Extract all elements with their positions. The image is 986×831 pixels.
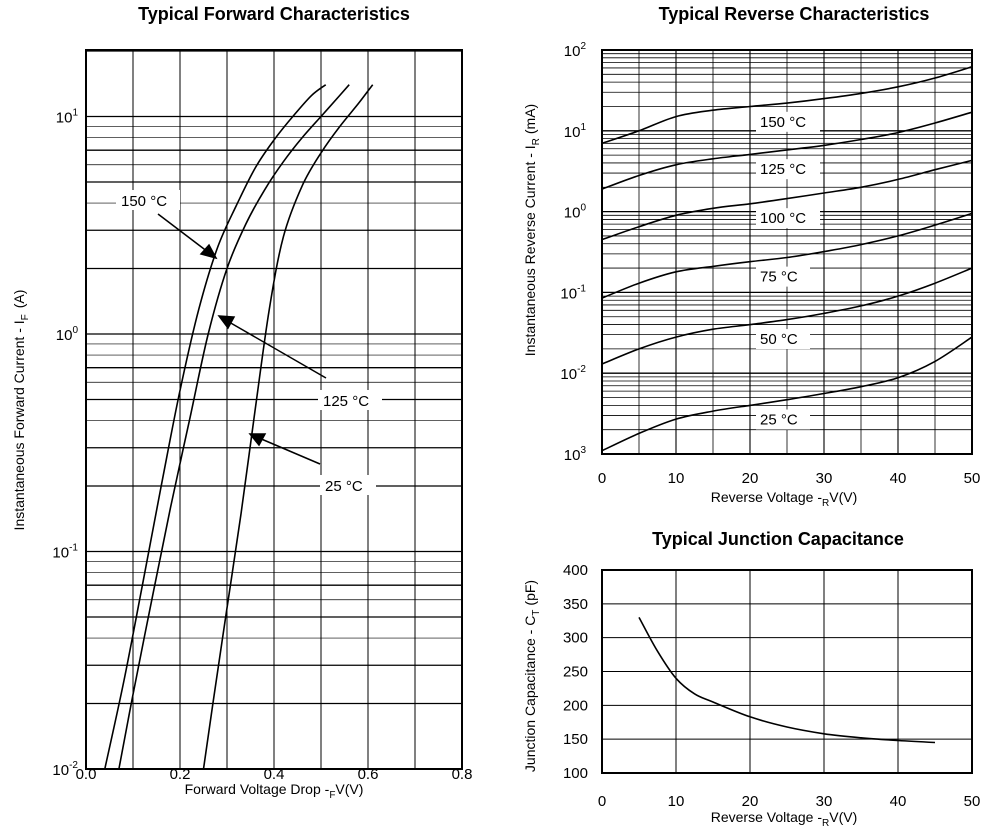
y-tick-label: 10-1 [52,543,78,562]
plot-frame [601,569,973,774]
y-tick-label: 10-1 [560,283,586,302]
y-tick-label: 102 [564,41,587,60]
x-tick-label: 0.8 [452,766,473,783]
y-tick-labels: 103 10-2 10-1 100 101 102 [560,41,586,464]
x-tick-label: 40 [890,470,907,487]
x-tick-label: 20 [742,793,759,810]
x-axis-label: Reverse Voltage -RV(V) [711,809,858,829]
series-lines [601,66,973,452]
annotation-bg [756,111,820,132]
annotations: 150 °C 125 °C 100 °C 75 °C 50 °C 25 °C [756,111,820,430]
annotation-25c: 25 °C [325,478,363,495]
chart-title: Typical Junction Capacitance [652,529,904,549]
series-lines [638,617,936,744]
junction-capacitance-chart: Typical Junction Capacitance 0 10 20 30 40 50… [522,529,980,829]
annotation-label: 125 °C [760,161,806,178]
x-tick-labels: 0 10 20 30 40 50 [598,793,981,810]
annotation-125c: 125 °C [323,393,369,410]
y-tick-label: 300 [563,630,588,647]
annotation-bg [320,475,376,495]
arrow-25c [258,437,321,465]
series-line [118,84,350,770]
annotation-label: 150 °C [760,114,806,131]
y-tick-label: 10-2 [52,760,78,779]
y-tick-label: 10-2 [560,364,586,383]
x-tick-label: 0.2 [170,766,191,783]
annotation-bg [756,329,810,350]
x-tick-labels: 0.0 0.2 0.4 0.6 0.8 [76,766,473,783]
y-tick-label: 100 [564,203,587,222]
x-tick-label: 10 [668,470,685,487]
series-line [601,159,973,241]
series-line [601,111,973,190]
annotation-bg [756,266,810,287]
y-axis-label: Junction Capacitance - CT(pF) [522,580,542,772]
series-line [601,66,973,145]
x-tick-label: 50 [964,793,981,810]
series-line [601,267,973,365]
y-tick-label: 101 [56,108,79,127]
arrow-head [199,243,218,260]
x-tick-label: 30 [816,470,833,487]
x-tick-label: 10 [668,793,685,810]
plot-frame [85,49,463,770]
y-tick-label: 100 [56,325,79,344]
x-tick-label: 0.0 [76,766,97,783]
x-tick-label: 40 [890,793,907,810]
annotation-bg [756,208,820,229]
plot-frame [601,49,973,455]
arrow-125c [228,321,327,379]
x-axis-label: Forward Voltage Drop -FV(V) [185,781,364,801]
annotation-arrows [157,213,327,465]
x-tick-label: 0 [598,470,606,487]
x-tick-label: 30 [816,793,833,810]
annotation-bg [756,409,810,430]
annotation-150c: 150 °C [121,193,167,210]
y-axis-label: Instantaneous Reverse Current - IR(mA) [522,104,542,356]
x-tick-label: 0.4 [264,766,285,783]
grid [602,50,972,455]
annotation-label: 100 °C [760,210,806,227]
x-tick-labels: 0 10 20 30 40 50 [598,470,981,487]
annotation-label: 75 °C [760,269,798,286]
y-tick-label: 400 [563,562,588,579]
series-line [638,617,936,744]
y-tick-label: 103 [564,445,587,464]
x-tick-label: 0 [598,793,606,810]
chart-title: Typical Reverse Characteristics [659,4,930,24]
series-line [601,336,973,452]
series-line [601,212,973,299]
grid [602,570,972,773]
series-lines [104,84,374,770]
forward-characteristics-chart: Typical Forward Characteristics 0.0 0.2 0.… [11,4,472,801]
series-line [202,84,374,770]
annotation-bg [318,390,382,410]
y-tick-label: 350 [563,596,588,613]
series-line [104,84,327,770]
y-tick-label: 150 [563,731,588,748]
y-tick-labels: 10-2 10-1 100 101 [52,108,78,780]
x-axis-label: Reverse Voltage -RV(V) [711,489,858,509]
x-tick-label: 50 [964,470,981,487]
y-tick-label: 101 [564,122,587,141]
y-tick-labels: 100 150 200 250 300 350 400 [563,562,588,782]
reverse-characteristics-chart: Typical Reverse Characteristics 0 10 20 30 4… [522,4,980,509]
y-tick-label: 200 [563,697,588,714]
y-axis-label: Instantaneous Forward Current - IF(A) [11,290,31,531]
annotation-label: 25 °C [760,412,798,429]
y-tick-label: 250 [563,664,588,681]
x-tick-label: 0.6 [358,766,379,783]
annotation-bg [756,159,820,180]
y-tick-label: 100 [563,765,588,782]
annotation-bg [116,190,180,210]
grid [86,50,462,770]
chart-title: Typical Forward Characteristics [138,4,410,24]
arrow-150c [157,213,209,253]
arrow-head [217,315,236,330]
annotation-label: 50 °C [760,331,798,348]
x-tick-label: 20 [742,470,759,487]
arrow-head [248,433,267,447]
